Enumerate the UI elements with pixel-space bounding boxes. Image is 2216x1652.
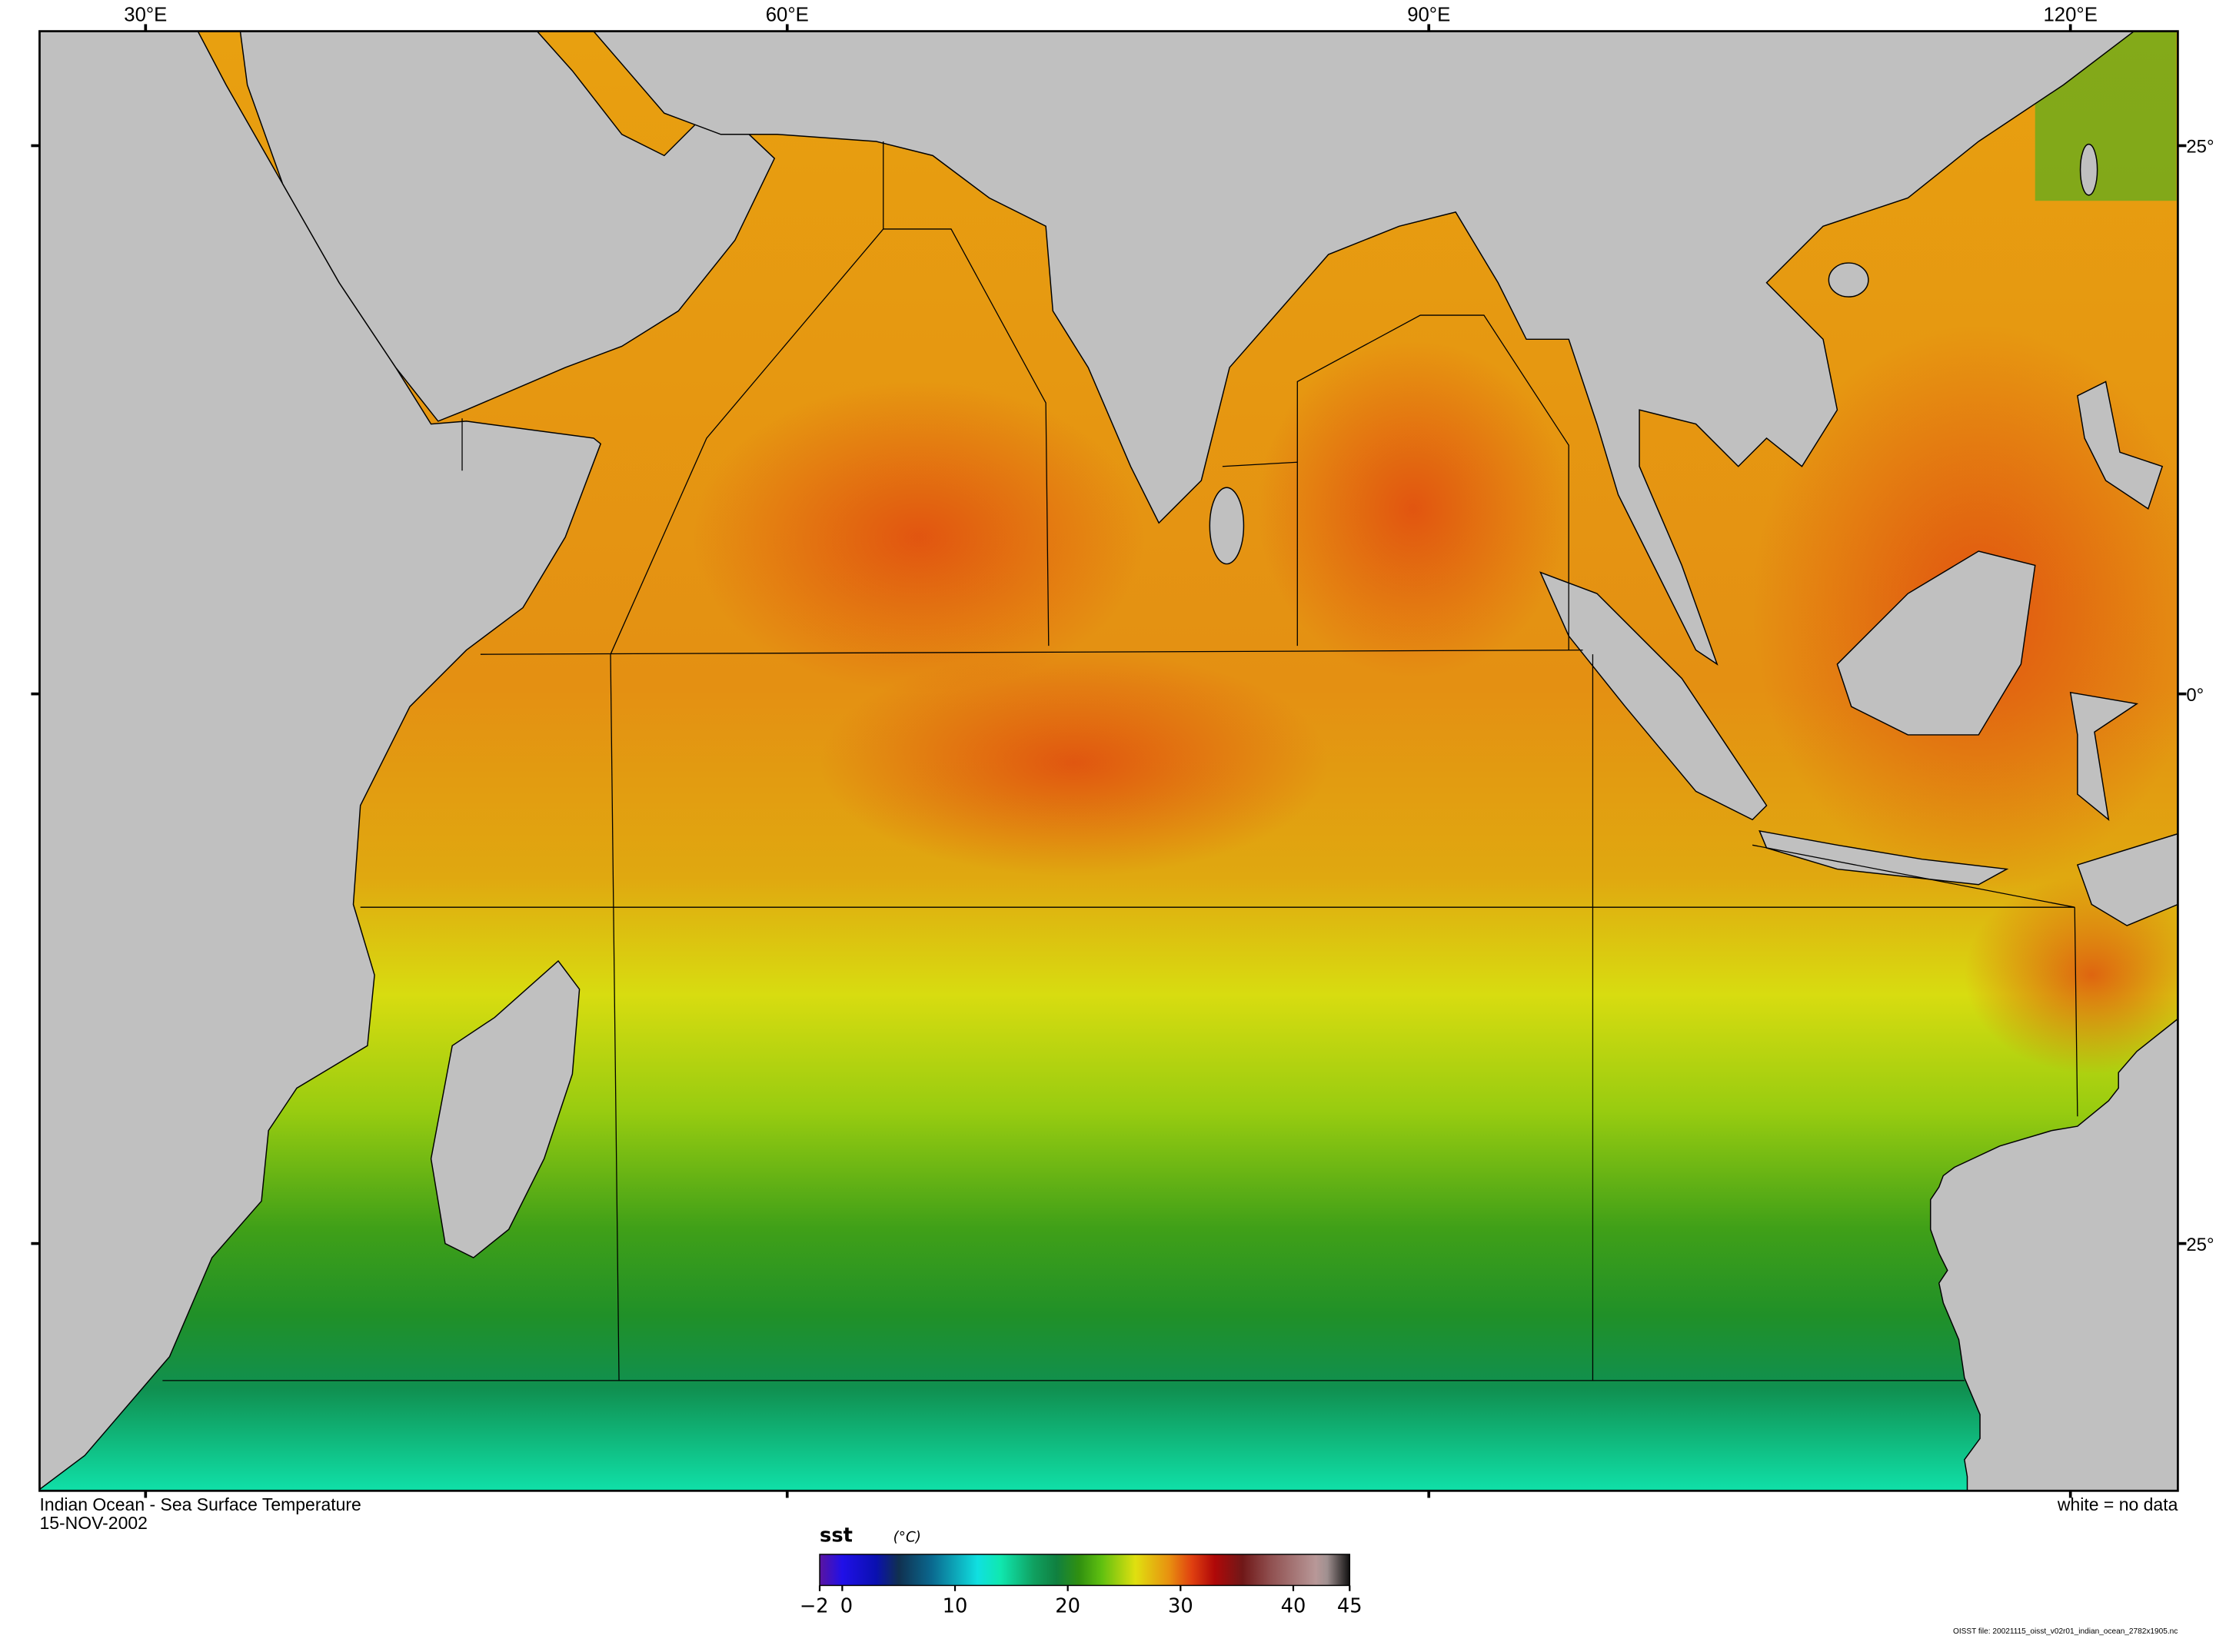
map-frame bbox=[38, 30, 2179, 1492]
land-asia bbox=[592, 31, 2135, 666]
land-hainan bbox=[1828, 262, 1869, 297]
land-sulawesi bbox=[2069, 691, 2139, 822]
lon-label-60e: 60°E bbox=[766, 5, 809, 26]
warm-anomaly bbox=[1257, 339, 1569, 679]
map-date: 15-NOV-2002 bbox=[39, 1513, 147, 1533]
colorbar-tick-label: 10 bbox=[943, 1594, 968, 1617]
colorbar-units: (°C) bbox=[893, 1529, 921, 1545]
land-taiwan bbox=[2079, 143, 2098, 196]
land-arabia bbox=[239, 31, 776, 422]
colorbar-tick-label: −2 bbox=[800, 1594, 829, 1617]
land-java bbox=[1758, 829, 2009, 886]
land-philippines bbox=[2077, 381, 2164, 510]
land bbox=[39, 31, 2178, 1491]
warm-anomaly bbox=[692, 381, 1145, 693]
lon-label-90e: 90°E bbox=[1407, 5, 1450, 26]
colorbar-ramp bbox=[819, 1554, 1351, 1587]
colorbar-tick-label: 30 bbox=[1168, 1594, 1193, 1617]
sst-map bbox=[39, 31, 2178, 1491]
colorbar-tick-label: 40 bbox=[1281, 1594, 1306, 1617]
warm-anomaly bbox=[1964, 876, 2178, 1075]
map-title: Indian Ocean - Sea Surface Temperature bbox=[39, 1494, 361, 1514]
file-label: OISST file: 20021115_oisst_v02r01_indian… bbox=[1953, 1627, 2178, 1636]
colorbar-variable: sst bbox=[820, 1524, 853, 1547]
colorbar-tick-label: 0 bbox=[840, 1594, 853, 1617]
no-data-note: white = no data bbox=[2057, 1494, 2178, 1514]
land-borneo bbox=[1836, 550, 2036, 736]
land-new-guinea-timor bbox=[2076, 833, 2178, 926]
lon-label-30e: 30°E bbox=[124, 5, 167, 26]
colorbar-tick-label: 45 bbox=[1337, 1594, 1363, 1617]
lat-ticks bbox=[31, 144, 2187, 1245]
lon-label-120e: 120°E bbox=[2044, 5, 2098, 26]
lat-label-0: 0° bbox=[2186, 685, 2204, 706]
land-madagascar bbox=[430, 959, 581, 1258]
lon-ticks bbox=[144, 24, 2072, 1498]
colorbar-tick-label: 20 bbox=[1055, 1594, 1080, 1617]
warm-anomaly bbox=[820, 650, 1329, 876]
colorbar: sst (°C) −2 0 10 20 30 40 45 bbox=[800, 1524, 1363, 1617]
colorbar-ticks: −2 0 10 20 30 40 45 bbox=[800, 1585, 1363, 1617]
lat-label-25s: 25° bbox=[2186, 1235, 2214, 1255]
region-boundaries bbox=[162, 141, 2078, 1381]
land-sumatra bbox=[1539, 571, 1768, 821]
lat-label-25n: 25° bbox=[2186, 137, 2214, 158]
land-sri-lanka bbox=[1209, 487, 1245, 565]
land-australia bbox=[1929, 1018, 2178, 1491]
